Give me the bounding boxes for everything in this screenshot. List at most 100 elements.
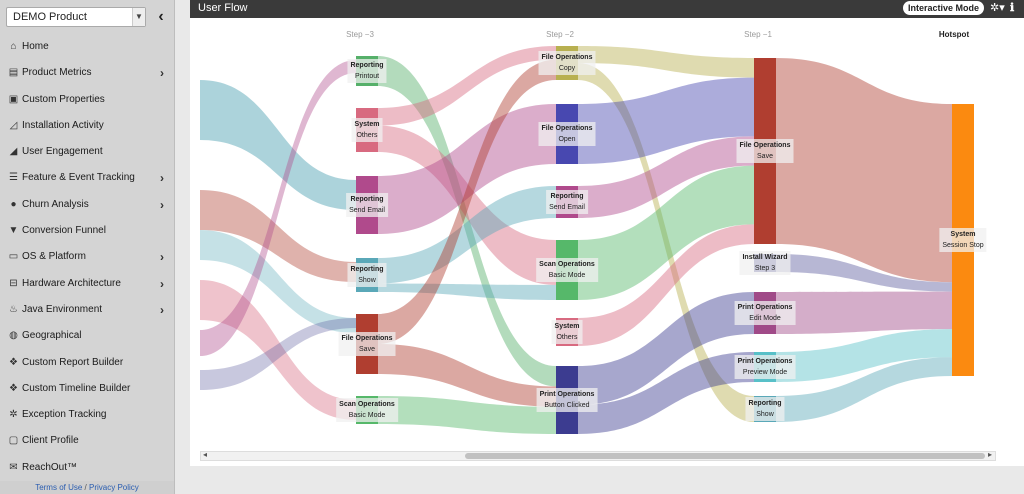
sidebar-item-label: Home	[22, 41, 49, 52]
flow-link-s1_save-to-hot[interactable]	[776, 58, 952, 283]
sidebar-item-label: Custom Properties	[22, 93, 105, 105]
chevron-right-icon: ›	[160, 276, 164, 291]
node-category: Reporting	[748, 400, 782, 407]
node-category: System	[950, 231, 976, 238]
lead-in-link	[200, 80, 356, 210]
step-label-minus-2: Step −2	[546, 30, 574, 39]
flow-link-s2_basic-to-s1_save[interactable]	[578, 165, 754, 300]
scroll-left-icon[interactable]: ◂	[203, 450, 208, 459]
privacy-policy-link[interactable]: Privacy Policy	[89, 483, 139, 492]
sidebar-nav: ⌂ Home ▤ Product Metrics › ▣ Custom Properties…	[0, 34, 174, 481]
sidebar-item-custom-timeline-builder[interactable]: ❖ Custom Timeline Builder	[0, 376, 174, 402]
sidebar-item-label: Geographical	[22, 330, 82, 342]
sidebar-item-label: Feature & Event Tracking	[22, 172, 135, 184]
sidebar-item-os-platform[interactable]: ▭ OS & Platform ›	[0, 244, 174, 270]
node-category: Reporting	[350, 266, 384, 273]
flow-link-s1_show-to-hot[interactable]	[776, 357, 952, 422]
sidebar-item-label: User Engagement	[22, 146, 103, 158]
sidebar-item-java-environment[interactable]: ♨ Java Environment ›	[0, 297, 174, 323]
scrollbar-thumb[interactable]	[465, 453, 985, 459]
node-category: Print Operations	[737, 358, 793, 365]
terms-of-use-link[interactable]: Terms of Use	[35, 483, 83, 492]
chevron-right-icon: ›	[160, 171, 164, 186]
node-category: Scan Operations	[539, 261, 595, 268]
sidebar: DEMO Product ▼ ‹ ⌂ Home ▤ Product Metrics › ▣…	[0, 0, 175, 494]
node-action: Save	[359, 346, 375, 353]
node-category: Reporting	[350, 62, 384, 69]
flow-link-s2_email-to-s1_save[interactable]	[578, 136, 754, 218]
sidebar-item-label: Custom Report Builder	[22, 356, 124, 368]
node-action: Step 3	[754, 265, 776, 272]
node-action: Preview Mode	[742, 369, 788, 376]
timeline-icon: ❖	[9, 382, 18, 394]
flow-link-s3_basic-to-s2_print[interactable]	[378, 396, 556, 434]
sidebar-item-conversion-funnel[interactable]: ▼ Conversion Funnel	[0, 218, 174, 244]
sidebar-item-churn-analysis[interactable]: ● Churn Analysis ›	[0, 192, 174, 218]
flow-link-s2_others-to-s1_save[interactable]	[578, 224, 754, 346]
node-action: Others	[556, 334, 578, 341]
flow-link-s3_email-to-s2_open[interactable]	[378, 104, 556, 234]
node-category: File Operations	[341, 335, 393, 342]
scroll-right-icon[interactable]: ▸	[987, 450, 992, 459]
sidebar-item-home[interactable]: ⌂ Home	[0, 34, 174, 60]
flow-link-s3_save-to-s2_copy[interactable]	[378, 59, 556, 344]
sidebar-item-installation-activity[interactable]: ◿ Installation Activity	[0, 113, 174, 139]
sidebar-item-feature-event-tracking[interactable]: ☰ Feature & Event Tracking ›	[0, 165, 174, 191]
flow-link-s2_print-to-s1_preview[interactable]	[578, 352, 754, 434]
node-category: Scan Operations	[339, 401, 395, 408]
node-action: Edit Mode	[749, 315, 781, 322]
sidebar-item-label: Conversion Funnel	[22, 225, 106, 237]
flow-link-s3_show-to-s2_basic[interactable]	[378, 283, 556, 301]
node-action: Basic Mode	[548, 272, 586, 279]
sidebar-item-geographical[interactable]: ◍ Geographical	[0, 323, 174, 349]
flow-link-s2_print-to-s1_edit[interactable]	[578, 292, 754, 405]
node-action: Printout	[354, 73, 380, 80]
node-action: Copy	[558, 65, 576, 72]
node-label-s2_email: Reporting Send Email	[546, 190, 588, 214]
interactive-mode-toggle[interactable]: Interactive Mode	[903, 1, 985, 15]
node-category: Print Operations	[737, 304, 793, 311]
flow-link-s3_printout-to-s2_print[interactable]	[378, 56, 556, 387]
sidebar-item-client-profile[interactable]: ▢ Client Profile	[0, 428, 174, 454]
flow-link-s3_save-to-s2_print[interactable]	[378, 344, 556, 407]
flow-link-s1_preview-to-hot[interactable]	[776, 329, 952, 382]
globe-icon: ◍	[9, 330, 18, 342]
flow-link-s3_others-to-s2_basic[interactable]	[378, 125, 556, 285]
flow-link-s1_install-to-hot[interactable]	[776, 254, 952, 292]
node-category: System	[554, 323, 580, 330]
sidebar-item-product-metrics[interactable]: ▤ Product Metrics ›	[0, 60, 174, 86]
sidebar-item-label: Installation Activity	[22, 119, 104, 131]
gear-icon: ✲	[9, 409, 18, 421]
flow-link-s2_copy-to-s1_save[interactable]	[578, 46, 754, 78]
gear-icon[interactable]: ✲▾	[990, 2, 1005, 14]
flow-link-s3_others-to-s2_copy[interactable]	[378, 46, 556, 126]
node-action: Send Email	[549, 204, 585, 211]
sidebar-item-hardware-architecture[interactable]: ⊟ Hardware Architecture ›	[0, 271, 174, 297]
horizontal-scrollbar[interactable]: ◂ ▸	[200, 450, 996, 461]
sidebar-item-custom-properties[interactable]: ▣ Custom Properties	[0, 87, 174, 113]
node-category: File Operations	[739, 142, 791, 149]
flow-link-s1_edit-to-hot[interactable]	[776, 291, 952, 334]
flow-link-s2_open-to-s1_save[interactable]	[578, 77, 754, 164]
node-category: Print Operations	[539, 391, 595, 398]
step-label-minus-1: Step −1	[744, 30, 772, 39]
product-select[interactable]: DEMO Product ▼	[6, 7, 146, 27]
sidebar-item-custom-report-builder[interactable]: ❖ Custom Report Builder	[0, 350, 174, 376]
lead-in-link	[200, 230, 356, 333]
chevron-down-icon[interactable]: ▼	[132, 8, 145, 26]
flow-link-s2_copy-to-s1_show[interactable]	[578, 63, 754, 422]
flow-link-s3_show-to-s2_email[interactable]	[378, 186, 556, 284]
sidebar-item-exception-tracking[interactable]: ✲ Exception Tracking	[0, 402, 174, 428]
id-card-icon: ▣	[8, 93, 19, 105]
info-icon[interactable]: ℹ	[1010, 2, 1015, 14]
sidebar-item-user-engagement[interactable]: ◢ User Engagement	[0, 139, 174, 165]
lead-in-link	[200, 60, 356, 356]
node-category: Reporting	[550, 193, 584, 200]
lead-in-link	[200, 318, 356, 390]
node-category: Reporting	[350, 196, 384, 203]
sidebar-item-reachout[interactable]: ✉ ReachOut™	[0, 455, 174, 481]
chevron-right-icon: ›	[160, 250, 164, 265]
collapse-sidebar-button[interactable]: ‹	[158, 8, 164, 25]
sidebar-item-label: Client Profile	[22, 435, 79, 447]
sankey-diagram	[200, 46, 974, 434]
